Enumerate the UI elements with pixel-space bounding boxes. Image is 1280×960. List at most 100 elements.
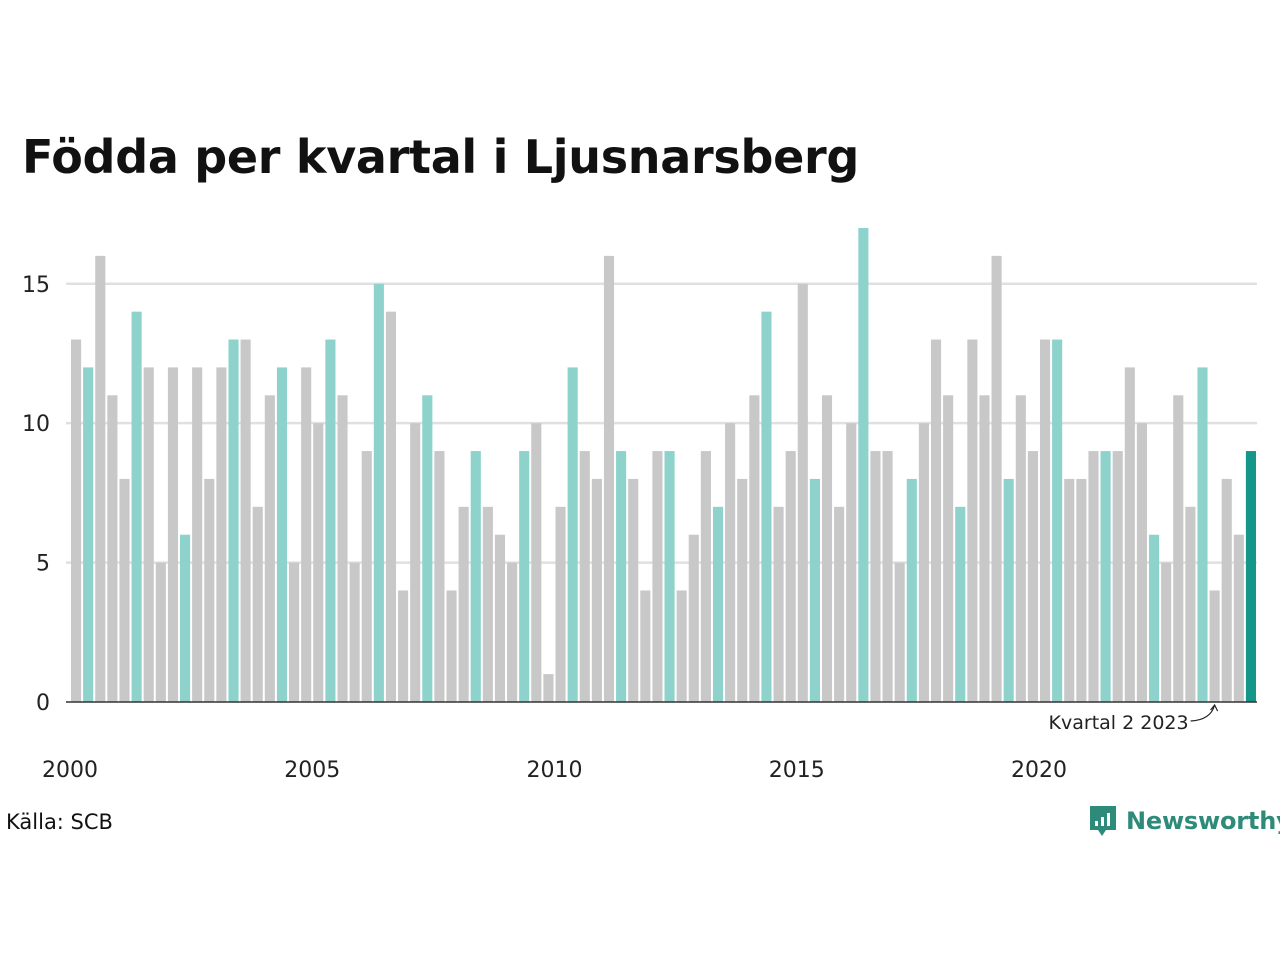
bar-2021-q2 [1100,451,1111,702]
bar-2015-q4 [834,506,845,702]
bar-2002-q1 [167,367,179,702]
annotation-label: Kvartal 2 2023 [1049,712,1189,734]
bar-2017-q2 [906,478,917,702]
bar-2013-q4 [737,478,748,702]
x-tick-label: 2005 [284,758,340,783]
brand-logo: Newsworthy [1088,804,1280,838]
bar-2001-q4 [155,562,166,702]
bar-2020-q4 [1076,478,1087,702]
bar-2005-q1 [313,423,324,702]
bar-2007-q3 [434,451,445,702]
y-axis-ticks: 0 5 10 15 [22,273,50,716]
x-tick-label: 2015 [769,758,825,783]
bar-2022-q3 [1161,562,1172,702]
bar-2013-q3 [725,423,736,702]
bar-2011-q2 [616,451,627,702]
bar-2014-q1 [749,395,760,702]
bar-2007-q4 [446,590,457,702]
bar-2016-q4 [882,451,893,702]
bar-2009-q4 [543,674,554,702]
bar-2011-q3 [628,478,639,702]
bar-2011-q4 [640,590,651,702]
bar-2010-q1 [555,506,566,702]
bar-2001-q2 [131,311,142,702]
bar-2022-q2 [1148,534,1160,702]
bar-2022-q1 [1136,423,1147,702]
bar-2006-q2 [373,283,384,702]
bar-2010-q2 [567,367,578,702]
bar-2009-q1 [507,562,518,702]
bar-2018-q3 [967,339,978,702]
bar-2012-q2 [664,451,675,702]
bar-2020-q1 [1039,339,1051,702]
bar-2003-q4 [252,506,263,702]
bar-2023-q3 [1209,590,1220,702]
bar-2001-q3 [143,367,154,702]
bar-2024-q1 [1233,534,1244,702]
bar-2009-q2 [519,451,530,702]
bar-2003-q3 [240,339,251,702]
bar-2018-q2 [955,506,966,702]
bar-2011-q1 [603,255,615,702]
bar-2008-q2 [470,451,481,702]
bar-2000-q3 [95,255,106,702]
bar-2012-q3 [676,590,687,702]
bar-2010-q4 [591,478,602,702]
bar-2008-q4 [494,534,506,702]
bar-2003-q2 [228,339,239,702]
bar-2007-q2 [422,395,433,702]
x-axis-ticks: 2000 2005 2010 2015 2020 [42,758,1067,783]
bar-2000-q2 [83,367,94,702]
annotation: Kvartal 2 2023 [1049,703,1219,734]
bar-chart: 0 5 10 15 2000 2005 2010 2015 2020 Kvartal 2 20… [22,228,1257,783]
bar-2005-q4 [349,562,360,702]
bar-2021-q1 [1088,451,1099,702]
bar-2014-q3 [773,506,784,702]
bar-2003-q1 [216,367,227,702]
bar-2004-q3 [289,562,300,702]
bar-2016-q3 [870,451,881,702]
bar-2004-q2 [276,367,288,702]
bar-2000-q4 [107,395,118,702]
bar-2018-q4 [979,395,990,702]
bars [71,228,1256,702]
bar-2017-q3 [918,423,929,702]
bar-2015-q2 [809,478,820,702]
bar-2012-q1 [652,451,663,702]
bar-2010-q3 [579,451,590,702]
bar-2013-q1 [700,451,711,702]
y-tick-label: 5 [36,552,50,577]
bar-2017-q4 [930,339,942,702]
x-tick-label: 2020 [1011,758,1067,783]
bar-2002-q2 [180,534,191,702]
bar-2012-q4 [688,534,699,702]
brand-name: Newsworthy [1126,807,1280,835]
bar-2004-q4 [301,367,312,702]
bar-2023-q4 [1221,478,1232,702]
bar-2023-q2 [1197,367,1208,702]
bar-2019-q1 [991,255,1002,702]
bar-2023-q1 [1185,506,1196,702]
bar-2021-q3 [1112,451,1123,702]
source-note: Källa: SCB [6,810,113,834]
bar-2019-q2 [1003,478,1014,702]
bar-2024-q2 [1245,451,1256,702]
bar-2005-q3 [337,395,348,702]
bar-2000-q1 [71,339,82,702]
bar-2019-q4 [1027,451,1038,702]
bar-2005-q2 [325,339,336,702]
bar-2020-q2 [1052,339,1063,702]
bar-2016-q2 [858,228,869,702]
bar-2021-q4 [1124,367,1135,702]
bar-2015-q1 [797,283,808,702]
chart-title: Födda per kvartal i Ljusnarsberg [22,130,859,184]
bar-2013-q2 [712,506,724,702]
annotation-arrow [1190,703,1219,722]
bar-2022-q4 [1173,395,1184,702]
y-tick-label: 10 [22,412,50,437]
bar-2014-q2 [761,311,772,702]
newsworthy-icon [1090,806,1116,836]
bar-2018-q1 [943,395,954,702]
x-tick-label: 2000 [42,758,98,783]
bar-2009-q3 [531,423,542,702]
